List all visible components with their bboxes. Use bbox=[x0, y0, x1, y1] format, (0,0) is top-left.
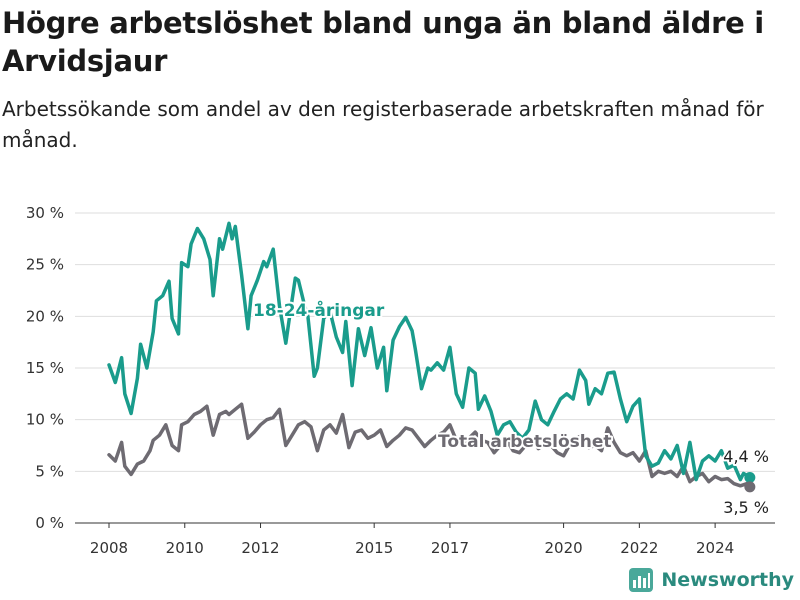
x-tick-label: 2020 bbox=[544, 539, 582, 557]
y-tick-label: 15 % bbox=[26, 359, 64, 377]
x-tick-label: 2010 bbox=[166, 539, 204, 557]
y-tick-label: 30 % bbox=[26, 204, 64, 222]
series-label-youth: 18-24-åringar bbox=[253, 299, 385, 321]
series-line-total bbox=[107, 402, 752, 489]
y-tick-label: 20 % bbox=[26, 307, 64, 325]
series-label-total: Total arbetslöshet bbox=[438, 432, 612, 452]
newsworthy-brand: Newsworthy bbox=[629, 568, 794, 592]
x-tick-label: 2024 bbox=[696, 539, 734, 557]
x-tick-label: 2008 bbox=[90, 539, 128, 557]
x-tick-label: 2012 bbox=[241, 539, 279, 557]
series-line-youth bbox=[107, 221, 752, 482]
x-tick-label: 2015 bbox=[355, 539, 393, 557]
y-tick-label: 0 % bbox=[35, 514, 64, 532]
newsworthy-logo-icon bbox=[629, 568, 654, 592]
y-tick-label: 10 % bbox=[26, 411, 64, 429]
y-tick-label: 25 % bbox=[26, 256, 64, 274]
end-value-label-youth: 4,4 % bbox=[723, 447, 769, 466]
end-marker-total bbox=[744, 481, 756, 493]
chart-subtitle: Arbetssökande som andel av den registerb… bbox=[2, 97, 764, 152]
end-value-label-total: 3,5 % bbox=[723, 498, 769, 517]
brand-name: Newsworthy bbox=[661, 569, 794, 591]
x-tick-label: 2022 bbox=[620, 539, 658, 557]
chart-title: Högre arbetslöshet bland unga än bland ä… bbox=[2, 6, 764, 78]
x-tick-label: 2017 bbox=[431, 539, 469, 557]
y-tick-label: 5 % bbox=[35, 462, 64, 480]
end-marker-youth bbox=[744, 472, 756, 484]
